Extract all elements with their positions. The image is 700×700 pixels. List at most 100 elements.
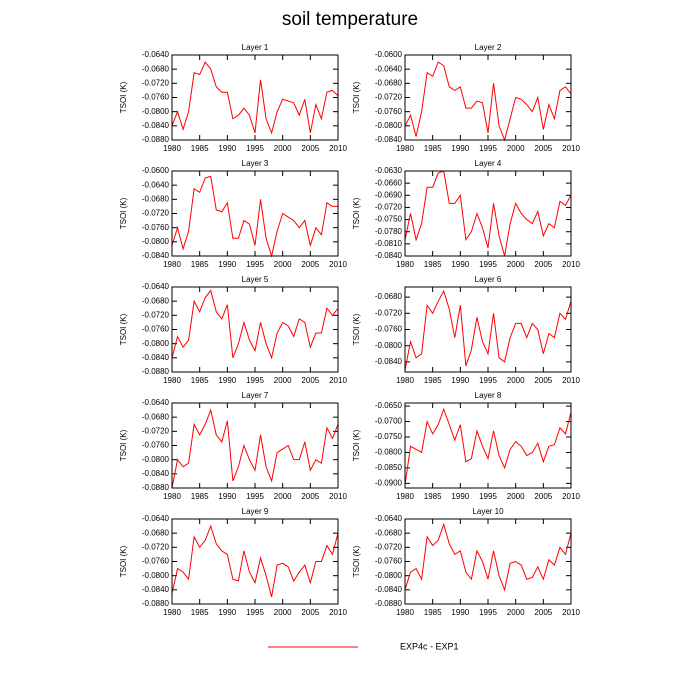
y-tick-label: -0.0840 [142, 121, 170, 130]
y-tick-label: -0.0720 [375, 308, 403, 317]
y-tick-label: -0.0900 [375, 478, 403, 487]
y-tick-label: -0.0640 [375, 64, 403, 73]
y-tick-label: -0.0630 [375, 166, 403, 175]
plot-frame [171, 402, 339, 489]
y-tick-label: -0.0800 [375, 121, 403, 130]
y-tick-label: -0.0760 [142, 223, 170, 232]
y-tick-label: -0.0850 [375, 463, 403, 472]
x-tick-label: 1990 [218, 376, 236, 385]
data-line [404, 170, 572, 257]
data-line [171, 524, 339, 598]
x-tick-label: 1980 [396, 144, 414, 153]
y-tick-label: -0.0640 [142, 180, 170, 189]
plot-frame [404, 286, 572, 373]
y-tick-label: -0.0660 [375, 178, 403, 187]
y-tick-label: -0.0700 [375, 417, 403, 426]
x-tick-label: 1985 [191, 492, 209, 501]
x-tick-label: 1980 [396, 260, 414, 269]
y-tick-label: -0.0720 [142, 542, 170, 551]
legend-label: EXP4c - EXP1 [400, 641, 459, 651]
x-tick-label: 1990 [218, 260, 236, 269]
x-tick-label: 1995 [479, 376, 497, 385]
y-tick-label: -0.0880 [375, 599, 403, 608]
y-axis-label: TSOI (K) [352, 313, 361, 345]
x-tick-label: 2010 [329, 260, 347, 269]
x-tick-label: 1990 [451, 492, 469, 501]
panel-title: Layer 2 [475, 43, 502, 52]
y-tick-label: -0.0840 [142, 585, 170, 594]
x-tick-label: 1995 [246, 376, 264, 385]
x-tick-label: 1985 [424, 492, 442, 501]
y-tick-label: -0.0800 [142, 339, 170, 348]
x-tick-label: 1990 [451, 260, 469, 269]
panel-title: Layer 1 [242, 43, 269, 52]
data-line [171, 175, 338, 258]
data-line [171, 61, 339, 135]
y-tick-label: -0.0680 [142, 64, 170, 73]
y-tick-label: -0.0750 [375, 215, 403, 224]
x-tick-label: 1980 [396, 492, 414, 501]
y-tick-label: -0.0760 [142, 441, 170, 450]
y-axis-label: TSOI (K) [119, 81, 128, 113]
y-tick-label: -0.0640 [375, 514, 403, 523]
y-tick-label: -0.0800 [142, 237, 170, 246]
x-tick-label: 2005 [301, 376, 319, 385]
x-tick-label: 1980 [163, 260, 181, 269]
y-tick-label: -0.0810 [375, 239, 403, 248]
data-line [404, 522, 572, 592]
x-tick-label: 2010 [562, 608, 580, 617]
y-axis-label: TSOI (K) [352, 81, 361, 113]
y-tick-label: -0.0680 [142, 296, 170, 305]
y-tick-label: -0.0840 [375, 251, 403, 260]
y-tick-label: -0.0840 [375, 135, 403, 144]
y-tick-label: -0.0720 [142, 310, 170, 319]
x-tick-label: 2010 [329, 144, 347, 153]
x-tick-label: 1990 [451, 608, 469, 617]
y-axis-label: TSOI (K) [352, 429, 361, 461]
x-tick-label: 2000 [274, 608, 292, 617]
y-tick-label: -0.0640 [142, 514, 170, 523]
y-tick-label: -0.0800 [142, 455, 170, 464]
plot-frame [404, 402, 572, 489]
x-tick-label: 2005 [301, 608, 319, 617]
y-tick-label: -0.0680 [142, 528, 170, 537]
y-axis-label: TSOI (K) [119, 429, 128, 461]
data-line [404, 289, 572, 371]
y-tick-label: -0.0760 [375, 107, 403, 116]
data-line [404, 407, 572, 485]
y-axis-label: TSOI (K) [119, 545, 128, 577]
x-tick-label: 1995 [479, 260, 497, 269]
x-tick-label: 1990 [451, 376, 469, 385]
y-tick-label: -0.0840 [375, 357, 403, 366]
y-axis-label: TSOI (K) [352, 545, 361, 577]
y-tick-label: -0.0750 [375, 432, 403, 441]
x-tick-label: 1995 [479, 144, 497, 153]
x-tick-label: 1990 [218, 492, 236, 501]
y-tick-label: -0.0880 [142, 599, 170, 608]
x-tick-label: 2010 [329, 376, 347, 385]
x-tick-label: 2000 [274, 260, 292, 269]
x-tick-label: 2000 [507, 376, 525, 385]
y-tick-label: -0.0640 [142, 282, 170, 291]
y-tick-label: -0.0760 [142, 93, 170, 102]
x-tick-label: 1980 [163, 376, 181, 385]
plot-frame [171, 54, 339, 141]
x-tick-label: 2000 [274, 492, 292, 501]
y-tick-label: -0.0800 [375, 571, 403, 580]
x-tick-label: 2010 [562, 144, 580, 153]
x-tick-label: 2005 [534, 260, 552, 269]
x-tick-label: 1990 [451, 144, 469, 153]
x-tick-label: 1980 [396, 608, 414, 617]
x-tick-label: 2005 [301, 144, 319, 153]
y-tick-label: -0.0840 [142, 353, 170, 362]
panel-title: Layer 5 [242, 275, 269, 284]
x-tick-label: 2010 [562, 376, 580, 385]
x-tick-label: 1980 [163, 492, 181, 501]
y-tick-label: -0.0800 [375, 341, 403, 350]
y-tick-label: -0.0680 [142, 194, 170, 203]
x-tick-label: 1985 [424, 260, 442, 269]
y-axis-label: TSOI (K) [352, 197, 361, 229]
panel-title: Layer 3 [242, 159, 269, 168]
x-tick-label: 2000 [274, 376, 292, 385]
